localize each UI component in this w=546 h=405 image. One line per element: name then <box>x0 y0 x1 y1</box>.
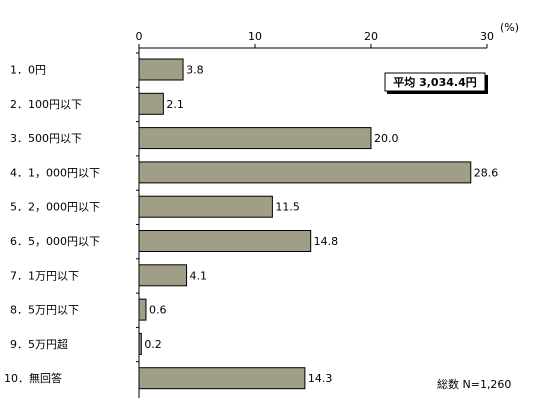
bar <box>138 298 147 321</box>
bar <box>138 332 142 355</box>
category-label: 4．1，000円以下 <box>10 166 100 179</box>
bar <box>138 127 372 150</box>
bar-value-label: 0.6 <box>149 304 167 317</box>
bar-value-label: 20.0 <box>374 132 399 145</box>
bar <box>138 367 306 390</box>
bar-value-label: 3.8 <box>186 64 204 77</box>
category-label: 7．1万円以下 <box>10 269 79 282</box>
average-label: 平均 3,034.4円 <box>393 75 476 89</box>
bar-value-label: 11.5 <box>275 201 300 214</box>
category-label: 8．5万円以下 <box>10 304 79 317</box>
bar-value-label: 14.8 <box>314 235 339 248</box>
bar-value-label: 14.3 <box>308 372 333 385</box>
category-label: 2．100円以下 <box>10 98 82 111</box>
label-layer: 3.8 1．0円 2.1 2．100円以下 20.0 3．500円以下 28.6 4．1，00… <box>4 64 498 386</box>
x-tick-label: 30 <box>480 30 494 43</box>
bar <box>138 230 312 252</box>
bar <box>138 195 273 218</box>
bar <box>138 92 164 115</box>
x-tick-label: 0 <box>136 30 143 43</box>
category-label: 6．5，000円以下 <box>10 235 100 248</box>
x-tick-label: 10 <box>248 30 262 43</box>
bar <box>138 264 188 287</box>
bar <box>138 161 472 184</box>
category-label: 5．2，000円以下 <box>10 201 100 214</box>
bar-value-label: 0.2 <box>144 338 162 351</box>
bar-layer <box>138 58 472 390</box>
category-label: 1．0円 <box>10 64 46 77</box>
bar-value-label: 28.6 <box>474 166 499 179</box>
bar <box>138 58 184 81</box>
category-label: 10．無回答 <box>4 371 62 385</box>
bar-value-label: 2.1 <box>166 98 184 111</box>
bar-value-label: 4.1 <box>190 269 208 282</box>
x-tick-label: 20 <box>364 30 378 43</box>
average-box: 平均 3,034.4円 <box>384 72 488 94</box>
unit-label: (%) <box>500 21 519 34</box>
category-label: 3．500円以下 <box>10 132 82 145</box>
category-label: 9．5万円超 <box>10 337 68 351</box>
sample-size-label: 総数 N=1,260 <box>437 377 511 391</box>
